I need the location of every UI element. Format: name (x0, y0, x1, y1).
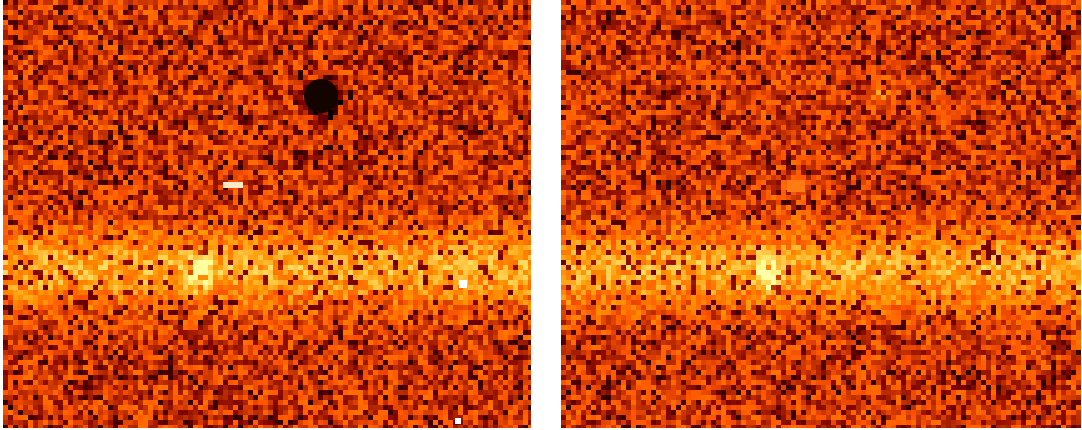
image-panel-right (561, 0, 1081, 428)
image-panel-left (3, 0, 531, 428)
noise-image-right (561, 0, 1081, 428)
noise-image-left (3, 0, 531, 428)
